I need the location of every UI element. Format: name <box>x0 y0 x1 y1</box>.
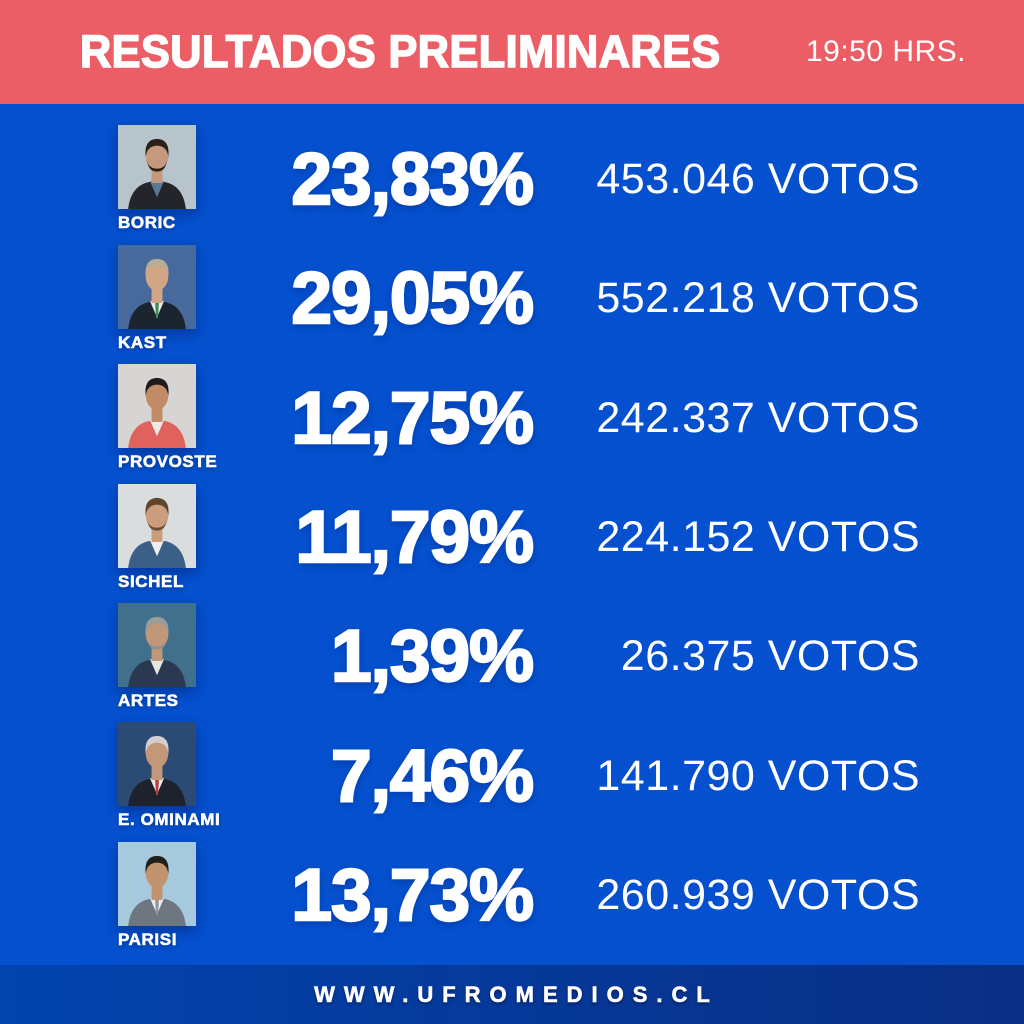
candidate-name: KAST <box>118 332 167 352</box>
result-row: PROVOSTE 12,75% 242.337 VOTOS <box>118 364 920 472</box>
result-row: SICHEL 11,79% 224.152 VOTOS <box>118 483 920 592</box>
candidate-percent: 13,73% <box>290 854 535 937</box>
person-avatar-icon <box>118 483 196 568</box>
person-avatar-icon <box>118 602 196 687</box>
candidate-votes: 141.790 VOTOS <box>596 751 920 800</box>
candidate-name: ARTES <box>118 690 179 711</box>
candidate-photo <box>118 244 196 329</box>
candidate-photo <box>118 483 196 568</box>
candidate-column: ARTES <box>118 602 238 711</box>
candidate-name: PROVOSTE <box>118 452 218 472</box>
result-row: BORIC 23,83% 453.046 VOTOS <box>118 125 920 233</box>
candidate-column: E. OMINAMI <box>118 722 238 830</box>
person-avatar-icon <box>118 722 196 807</box>
candidate-votes: 453.046 VOTOS <box>596 154 920 203</box>
candidate-column: BORIC <box>118 125 238 233</box>
candidate-votes: 242.337 VOTOS <box>596 393 920 442</box>
website-url: WWW.UFROMEDIOS.CL <box>314 981 719 1007</box>
candidate-column: KAST <box>118 244 238 353</box>
result-row: KAST 29,05% 552.218 VOTOS <box>118 244 920 353</box>
header-banner: RESULTADOS PRELIMINARES 19:50 HRS. <box>0 0 1024 104</box>
candidate-photo <box>118 722 196 807</box>
result-row: E. OMINAMI 7,46% 141.790 VOTOS <box>118 722 920 830</box>
candidate-percent: 23,83% <box>290 138 535 221</box>
results-list: BORIC 23,83% 453.046 VOTOS <box>0 104 1024 965</box>
candidate-column: PROVOSTE <box>118 364 238 472</box>
candidate-percent: 12,75% <box>290 376 535 459</box>
candidate-percent: 7,46% <box>330 735 535 818</box>
person-avatar-icon <box>118 244 196 329</box>
candidate-percent: 1,39% <box>330 615 535 698</box>
person-avatar-icon <box>118 364 196 449</box>
candidate-column: SICHEL <box>118 483 238 592</box>
candidate-votes: 260.939 VOTOS <box>596 871 920 920</box>
result-row: PARISI 13,73% 260.939 VOTOS <box>118 841 920 950</box>
candidate-photo <box>118 125 196 210</box>
person-avatar-icon <box>118 841 196 926</box>
footer-bar: WWW.UFROMEDIOS.CL <box>0 965 1024 1024</box>
candidate-photo <box>118 364 196 449</box>
candidate-votes: 224.152 VOTOS <box>596 513 920 561</box>
candidate-column: PARISI <box>118 841 238 950</box>
candidate-name: E. OMINAMI <box>118 810 221 830</box>
candidate-name: SICHEL <box>118 571 184 591</box>
result-row: ARTES 1,39% 26.375 VOTOS <box>118 602 920 711</box>
person-avatar-icon <box>118 125 196 210</box>
candidate-photo <box>118 602 196 687</box>
candidate-photo <box>118 841 196 926</box>
candidate-name: BORIC <box>118 213 176 233</box>
candidate-percent: 29,05% <box>290 257 535 340</box>
candidate-name: PARISI <box>118 929 178 949</box>
page-title: RESULTADOS PRELIMINARES <box>79 25 721 78</box>
candidate-votes: 552.218 VOTOS <box>596 274 920 323</box>
timestamp: 19:50 HRS. <box>805 35 966 68</box>
candidate-percent: 11,79% <box>294 496 535 579</box>
candidate-votes: 26.375 VOTOS <box>620 632 920 681</box>
